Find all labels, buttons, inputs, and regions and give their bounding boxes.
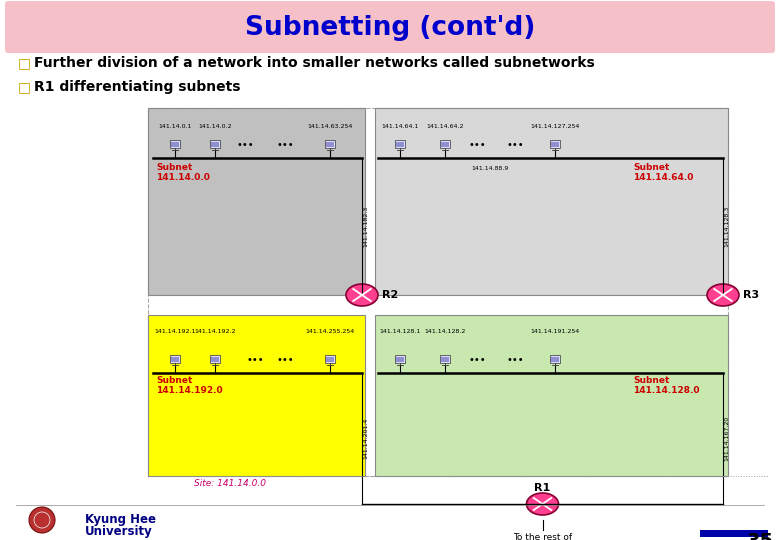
- Text: Subnet: Subnet: [156, 376, 193, 385]
- FancyBboxPatch shape: [396, 141, 404, 147]
- Text: •••: •••: [236, 140, 254, 150]
- Text: 141.14.128.0: 141.14.128.0: [633, 386, 700, 395]
- Text: 141.14.64.0: 141.14.64.0: [633, 173, 693, 182]
- FancyBboxPatch shape: [550, 355, 560, 363]
- FancyBboxPatch shape: [326, 141, 334, 147]
- Text: 35: 35: [746, 532, 774, 540]
- FancyBboxPatch shape: [375, 315, 728, 476]
- Text: 141.14.192.2: 141.14.192.2: [194, 329, 236, 334]
- Text: Subnet: Subnet: [633, 376, 669, 385]
- FancyBboxPatch shape: [211, 141, 219, 147]
- Text: 141.14.182.3: 141.14.182.3: [363, 206, 368, 247]
- Text: •••: •••: [506, 355, 524, 365]
- Text: 141.14.64.2: 141.14.64.2: [426, 124, 464, 129]
- FancyBboxPatch shape: [326, 356, 334, 362]
- Text: 141.14.192.1: 141.14.192.1: [154, 329, 196, 334]
- Text: 141.14.255.254: 141.14.255.254: [306, 329, 355, 334]
- Text: 141.14.201.4: 141.14.201.4: [363, 418, 368, 459]
- Text: 141.14.0.1: 141.14.0.1: [158, 124, 192, 129]
- Text: •••: •••: [468, 355, 486, 365]
- FancyBboxPatch shape: [700, 530, 768, 537]
- Text: R3: R3: [743, 290, 759, 300]
- FancyBboxPatch shape: [551, 356, 558, 362]
- FancyBboxPatch shape: [211, 356, 219, 362]
- FancyBboxPatch shape: [170, 355, 180, 363]
- Text: University: University: [85, 525, 153, 538]
- Text: •••: •••: [276, 140, 294, 150]
- FancyBboxPatch shape: [395, 355, 406, 363]
- Text: 141.14.128.2: 141.14.128.2: [424, 329, 466, 334]
- Text: To the rest of
the Internet: To the rest of the Internet: [513, 533, 572, 540]
- FancyBboxPatch shape: [441, 141, 448, 147]
- FancyBboxPatch shape: [396, 356, 404, 362]
- Text: 141.14.88.9: 141.14.88.9: [471, 166, 509, 171]
- Ellipse shape: [526, 493, 558, 515]
- Text: 141.14.128.3: 141.14.128.3: [725, 206, 729, 247]
- Text: Subnet: Subnet: [156, 163, 193, 172]
- Text: 141.14.167.20: 141.14.167.20: [725, 416, 729, 461]
- Text: 141.14.64.1: 141.14.64.1: [381, 124, 419, 129]
- Text: •••: •••: [276, 355, 294, 365]
- Text: □: □: [18, 56, 31, 70]
- FancyBboxPatch shape: [550, 140, 560, 148]
- Text: 141.14.0.2: 141.14.0.2: [198, 124, 232, 129]
- Text: Further division of a network into smaller networks called subnetworks: Further division of a network into small…: [34, 56, 594, 70]
- FancyBboxPatch shape: [375, 108, 728, 295]
- FancyBboxPatch shape: [441, 356, 448, 362]
- Text: Kyung Hee: Kyung Hee: [85, 513, 156, 526]
- FancyBboxPatch shape: [324, 140, 335, 148]
- Text: Subnetting (cont'd): Subnetting (cont'd): [245, 15, 535, 41]
- Text: Subnet: Subnet: [633, 163, 669, 172]
- FancyBboxPatch shape: [440, 355, 450, 363]
- FancyBboxPatch shape: [170, 140, 180, 148]
- Text: □: □: [18, 80, 31, 94]
- Text: 141.14.63.254: 141.14.63.254: [307, 124, 353, 129]
- Text: •••: •••: [506, 140, 524, 150]
- Ellipse shape: [707, 284, 739, 306]
- Text: R1: R1: [534, 483, 551, 493]
- FancyBboxPatch shape: [440, 140, 450, 148]
- Text: R1 differentiating subnets: R1 differentiating subnets: [34, 80, 240, 94]
- FancyBboxPatch shape: [171, 356, 179, 362]
- Text: R2: R2: [382, 290, 399, 300]
- FancyBboxPatch shape: [324, 355, 335, 363]
- Text: •••: •••: [246, 355, 264, 365]
- FancyBboxPatch shape: [148, 108, 365, 295]
- FancyBboxPatch shape: [210, 140, 220, 148]
- FancyBboxPatch shape: [5, 1, 775, 53]
- Text: 141.14.192.0: 141.14.192.0: [156, 386, 222, 395]
- Text: 141.14.0.0: 141.14.0.0: [156, 173, 210, 182]
- Text: 141.14.127.254: 141.14.127.254: [530, 124, 580, 129]
- Text: 141.14.191.254: 141.14.191.254: [530, 329, 580, 334]
- FancyBboxPatch shape: [148, 108, 728, 476]
- Text: 141.14.128.1: 141.14.128.1: [379, 329, 420, 334]
- FancyBboxPatch shape: [395, 140, 406, 148]
- FancyBboxPatch shape: [148, 315, 365, 476]
- Text: •••: •••: [468, 140, 486, 150]
- FancyBboxPatch shape: [210, 355, 220, 363]
- FancyBboxPatch shape: [171, 141, 179, 147]
- Circle shape: [29, 507, 55, 533]
- FancyBboxPatch shape: [551, 141, 558, 147]
- Text: Site: 141.14.0.0: Site: 141.14.0.0: [194, 479, 266, 488]
- Ellipse shape: [346, 284, 378, 306]
